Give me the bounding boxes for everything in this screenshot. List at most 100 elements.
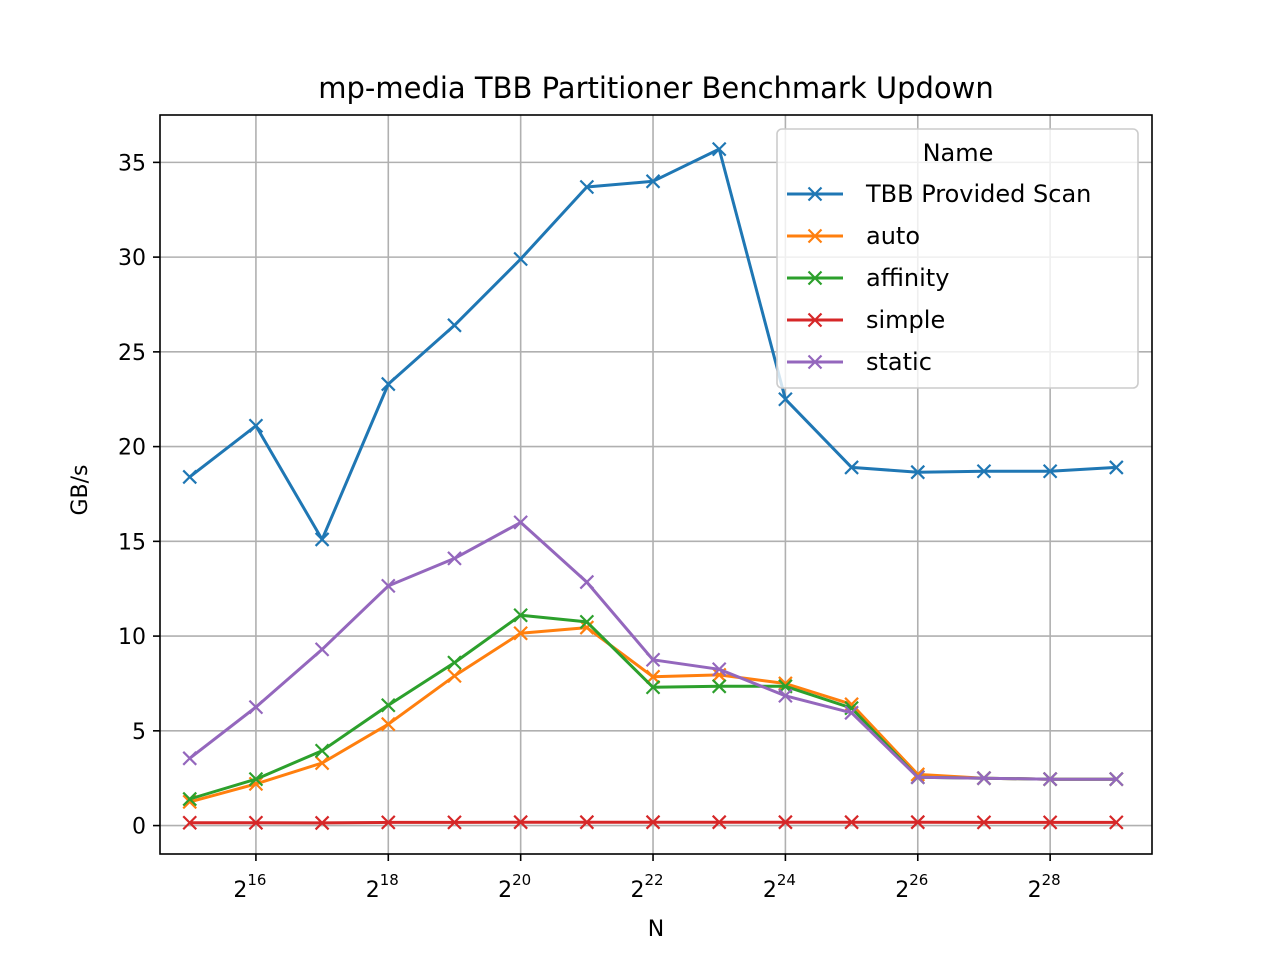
series-simple	[182, 814, 1124, 831]
data-point	[844, 814, 859, 830]
data-point	[314, 815, 330, 831]
data-point	[248, 699, 264, 715]
data-point	[182, 469, 198, 485]
legend-marker	[807, 228, 823, 244]
y-axis: 0 5 10 15 20 25 30 35	[118, 151, 160, 840]
data-point	[976, 815, 992, 830]
data-point	[1042, 463, 1058, 479]
data-point	[314, 642, 330, 657]
legend-label: static	[866, 348, 932, 376]
data-point	[381, 376, 396, 392]
x-axis-label: N	[648, 917, 664, 942]
data-point	[976, 463, 992, 479]
data-point	[579, 179, 595, 195]
legend-item: TBB Provided Scan	[787, 180, 1091, 208]
x-tick-base: 2	[630, 878, 644, 903]
x-tick-exponent: 24	[777, 871, 796, 889]
data-point	[579, 574, 595, 590]
data-point	[579, 620, 595, 635]
x-axis: 216 218 220 222 224 226 228	[233, 854, 1061, 903]
plot-frame	[159, 114, 1153, 855]
series-tbb-provided-scan	[182, 141, 1124, 547]
data-point	[447, 668, 462, 684]
data-point	[314, 532, 330, 547]
data-point	[513, 515, 528, 530]
data-point	[910, 814, 926, 830]
legend-item: auto	[787, 222, 920, 250]
data-point	[910, 769, 926, 785]
x-tick-label: 222	[630, 871, 663, 903]
data-point	[314, 743, 330, 759]
x-tick-base: 2	[895, 878, 909, 903]
legend-marker	[807, 312, 823, 328]
data-point	[314, 755, 330, 771]
data-point	[778, 688, 793, 704]
data-point	[645, 174, 661, 189]
x-tick-exponent: 28	[1042, 871, 1061, 889]
x-tick-exponent: 26	[909, 871, 928, 889]
data-point	[1109, 460, 1124, 475]
data-point	[1109, 815, 1124, 830]
x-tick-label: 226	[895, 871, 928, 903]
y-axis-label: GB/s	[68, 464, 93, 515]
data-point	[447, 551, 462, 566]
x-tick-exponent: 22	[644, 871, 663, 889]
y-tick-label: 0	[132, 815, 146, 840]
x-tick-exponent: 18	[380, 871, 399, 889]
data-point	[447, 655, 462, 670]
data-point	[381, 578, 396, 594]
x-tick-label: 220	[498, 871, 531, 903]
legend-marker	[807, 186, 823, 202]
data-point	[844, 705, 859, 721]
data-point	[513, 607, 528, 623]
x-tick-exponent: 20	[512, 871, 531, 889]
data-point	[381, 697, 396, 713]
data-point	[513, 814, 528, 830]
data-point	[579, 814, 595, 830]
chart-title: mp-media TBB Partitioner Benchmark Updow…	[318, 71, 994, 105]
y-tick-label: 25	[118, 341, 146, 366]
data-point	[778, 391, 793, 407]
y-tick-label: 10	[118, 625, 146, 650]
x-tick-base: 2	[366, 878, 380, 903]
legend-label: TBB Provided Scan	[865, 180, 1091, 208]
data-point	[1042, 815, 1058, 830]
legend-marker	[807, 354, 823, 370]
data-point	[579, 614, 595, 630]
x-tick-label: 216	[233, 871, 266, 903]
y-tick-label: 15	[118, 530, 146, 555]
x-tick-exponent: 16	[247, 871, 266, 889]
x-tick-label: 218	[366, 871, 399, 903]
data-point	[711, 661, 727, 677]
data-point	[844, 460, 859, 475]
data-point	[447, 815, 462, 830]
data-point	[182, 751, 198, 766]
data-point	[778, 814, 793, 830]
legend-item: affinity	[787, 264, 949, 292]
data-point	[182, 791, 198, 807]
data-point	[381, 716, 396, 732]
series-layer	[182, 141, 1124, 831]
data-point	[182, 815, 198, 831]
legend-label: auto	[866, 222, 920, 250]
data-point	[1109, 771, 1124, 787]
legend-item: static	[787, 348, 932, 376]
data-point	[248, 815, 264, 831]
y-tick-label: 20	[118, 436, 146, 461]
legend-item: simple	[787, 306, 945, 334]
data-point	[711, 814, 727, 830]
y-tick-label: 5	[132, 720, 146, 745]
data-point	[645, 652, 661, 668]
data-point	[910, 464, 926, 480]
data-point	[711, 679, 727, 694]
legend-box	[776, 128, 1139, 389]
data-point	[645, 679, 661, 695]
data-point	[381, 815, 396, 830]
y-tick-label: 35	[118, 151, 146, 176]
legend-label: affinity	[866, 264, 949, 292]
data-point	[645, 814, 661, 830]
x-tick-label: 224	[763, 871, 796, 903]
data-point	[248, 418, 264, 434]
legend: Name TBB Provided Scan auto affinity simple s…	[776, 128, 1139, 389]
